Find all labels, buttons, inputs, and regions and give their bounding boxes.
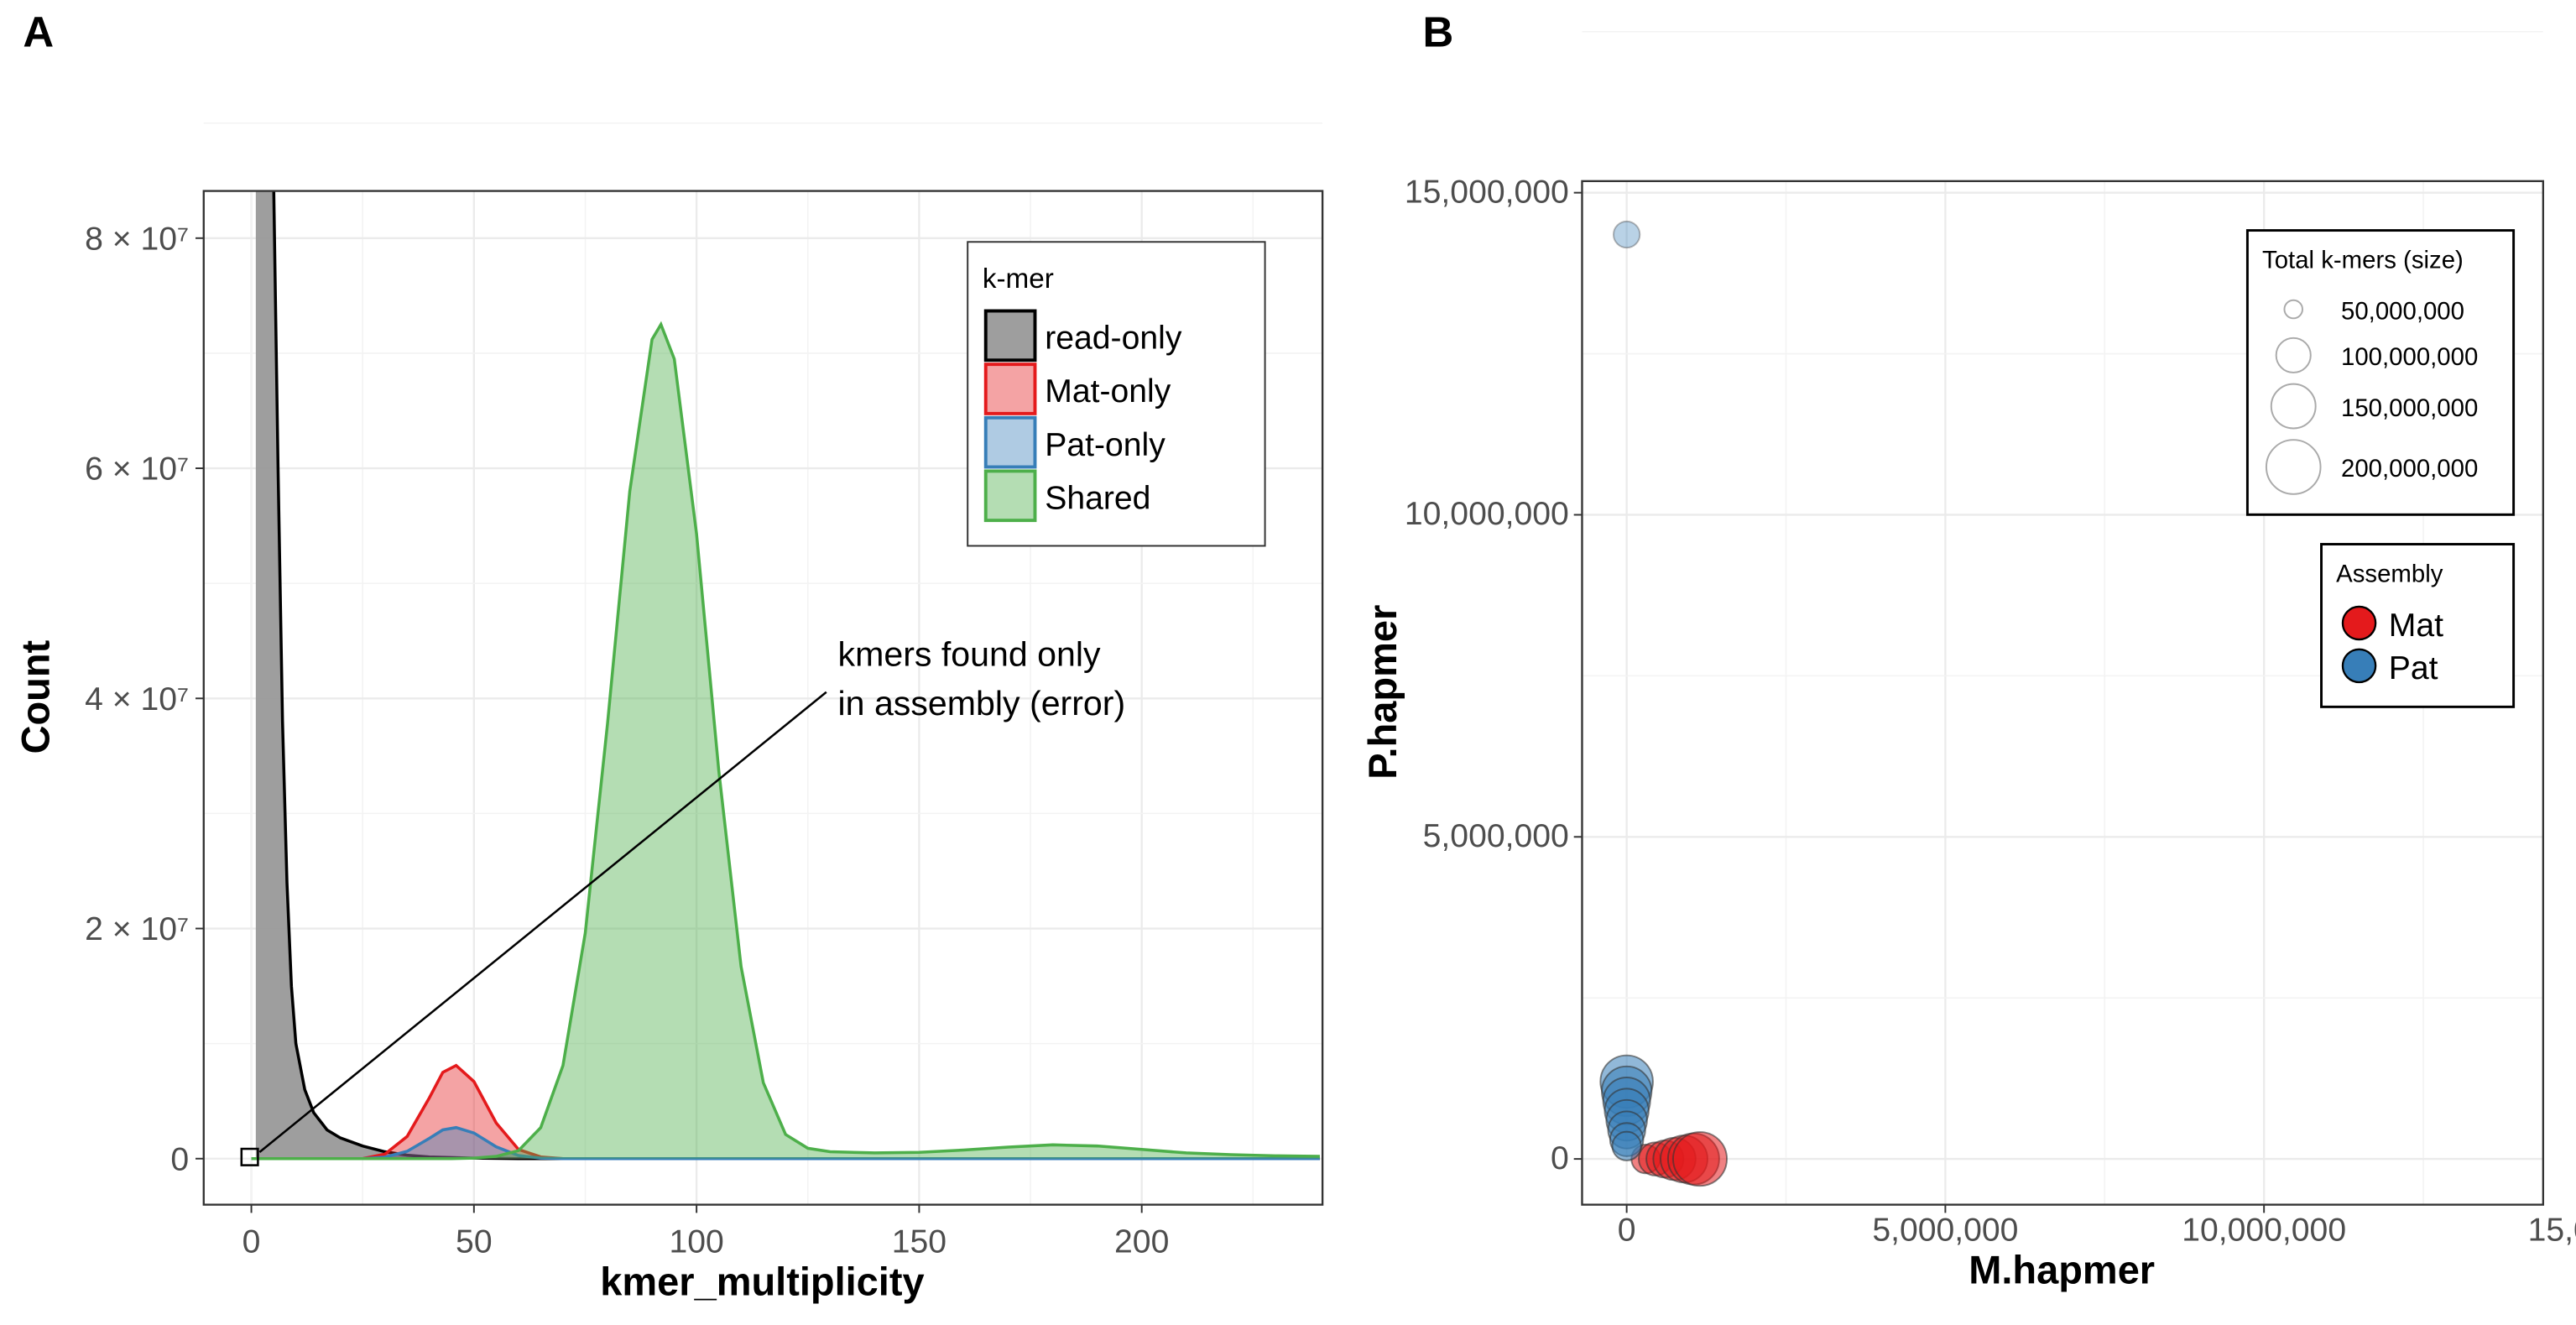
y-tick-label: 6 × 10⁷ xyxy=(85,451,189,488)
legend-key-bg xyxy=(985,364,1035,414)
legend-key-read-only xyxy=(983,309,1037,363)
legend-size: Total k-mers (size) 50,000,000 100,000,00… xyxy=(2245,229,2516,516)
annotation: kmers found only in assembly (error) xyxy=(240,634,1126,1166)
panel-a-ticks: 0 50 100 150 200 0 2 × 10⁷ 4 × 10⁷ 6 × 10⁷ 8 × 10… xyxy=(85,222,1169,1260)
area-pat-only xyxy=(251,1127,1320,1159)
legend-assembly-label-pat: Pat xyxy=(2389,650,2438,686)
panel-b-points xyxy=(1599,220,1729,1187)
annotation-leader-line xyxy=(258,691,827,1153)
area-mat-only xyxy=(251,1065,1320,1159)
x-axis-title-a: kmer_multiplicity xyxy=(600,1259,924,1303)
annotation-line-1: kmers found only xyxy=(838,634,1101,673)
legend-assembly-key-pat xyxy=(2341,648,2377,684)
legend-assembly: Assembly Mat Pat xyxy=(2320,543,2516,708)
legend-key-bg xyxy=(985,471,1035,521)
y-tick-label: 15,000,000 xyxy=(1405,174,1569,210)
y-tick-label: 0 xyxy=(1551,1140,1569,1176)
point-pat xyxy=(1611,1130,1642,1161)
y-tick-label: 0 xyxy=(170,1141,189,1177)
x-tick-label: 10,000,000 xyxy=(2182,1213,2346,1249)
legend-kmer-title: k-mer xyxy=(983,263,1054,295)
panel-a-density-plot: kmers found only in assembly (error) 0 50… xyxy=(13,122,1324,1303)
y-tick-label: 10,000,000 xyxy=(1405,496,1569,532)
x-tick-label: 200 xyxy=(1114,1223,1169,1260)
legend-key-mat-only xyxy=(983,363,1037,415)
legend-kmer: k-mer read-only Mat-only Pat-only Shared xyxy=(967,241,1266,547)
x-axis-title-b: M.hapmer xyxy=(1969,1248,2155,1292)
legend-key-pat-only xyxy=(983,415,1037,469)
x-tick-label: 0 xyxy=(242,1223,261,1260)
legend-label-read-only: read-only xyxy=(1045,321,1182,357)
legend-label-mat-only: Mat-only xyxy=(1045,373,1171,409)
legend-size-label: 150,000,000 xyxy=(2341,394,2478,422)
y-tick-label: 4 × 10⁷ xyxy=(85,681,189,717)
annotation-line-2: in assembly (error) xyxy=(838,684,1126,722)
y-tick-label: 8 × 10⁷ xyxy=(85,222,189,258)
panel-b-scatter-plot: 0 5,000,000 10,000,000 15,000, 0 5,000,000 10,… xyxy=(1360,30,2576,1292)
line-pat-only xyxy=(251,1125,1320,1161)
legend-key-shared xyxy=(983,469,1037,523)
point-pat xyxy=(1613,220,1641,249)
panel-b-border xyxy=(1581,180,2545,1206)
legend-assembly-title: Assembly xyxy=(2336,561,2443,588)
annotation-marker-square xyxy=(240,1147,259,1166)
x-tick-label: 15,000, xyxy=(2528,1213,2576,1249)
line-read-only xyxy=(272,190,1320,1161)
x-tick-label: 5,000,000 xyxy=(1872,1213,2018,1249)
legend-size-circle xyxy=(2283,299,2303,320)
legend-label-pat-only: Pat-only xyxy=(1045,427,1165,463)
legend-assembly-label-mat: Mat xyxy=(2389,608,2443,644)
legend-size-label: 200,000,000 xyxy=(2341,455,2478,483)
legend-size-circle xyxy=(2265,439,2322,495)
panel-label-b: B xyxy=(1423,8,1454,55)
legend-size-circle xyxy=(2275,336,2312,373)
x-tick-label: 100 xyxy=(669,1223,723,1260)
x-tick-label: 0 xyxy=(1618,1213,1636,1249)
legend-key-bg xyxy=(985,417,1035,467)
legend-label-shared: Shared xyxy=(1045,480,1150,516)
legend-size-label: 50,000,000 xyxy=(2341,297,2464,325)
legend-size-title: Total k-mers (size) xyxy=(2262,247,2464,274)
y-tick-label: 5,000,000 xyxy=(1423,818,1569,854)
panel-a-areas xyxy=(251,190,1320,1161)
x-tick-label: 150 xyxy=(892,1223,946,1260)
legend-size-circle xyxy=(2270,383,2317,430)
legend-size-label: 100,000,000 xyxy=(2341,343,2478,371)
legend-assembly-key-mat xyxy=(2341,605,2377,641)
panel-b-ticks: 0 5,000,000 10,000,000 15,000, 0 5,000,000 10,… xyxy=(1405,174,2576,1248)
panel-label-a: A xyxy=(23,8,54,55)
y-axis-title-a: Count xyxy=(13,639,58,754)
y-axis-title-b: P.hapmer xyxy=(1360,605,1405,780)
line-shared xyxy=(251,321,1320,1161)
y-tick-label: 2 × 10⁷ xyxy=(85,911,189,947)
x-tick-label: 50 xyxy=(456,1223,493,1260)
point-mat xyxy=(1671,1131,1729,1187)
